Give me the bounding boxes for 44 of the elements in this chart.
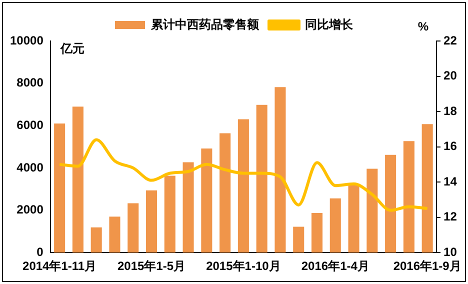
y-axis-title: 亿元 <box>59 41 84 56</box>
bar <box>54 124 66 253</box>
bar <box>90 227 102 253</box>
y2-tick-label: 16 <box>444 139 458 154</box>
y-tick-label: 10000 <box>10 33 44 48</box>
y-tick-label: 0 <box>36 244 44 259</box>
bar <box>72 106 84 253</box>
x-tick-label: 2014年1-11月 <box>22 259 97 274</box>
x-tick-label: 2016年1-4月 <box>301 259 370 274</box>
bar <box>293 226 304 253</box>
y2-tick-label: 20 <box>444 68 458 83</box>
y-tick-label: 8000 <box>16 76 44 90</box>
legend-label: 同比增长 <box>305 17 354 32</box>
bar <box>109 216 120 253</box>
line-series <box>58 138 429 212</box>
y-tick-label: 2000 <box>16 202 44 217</box>
y2-tick-label: 22 <box>444 33 458 48</box>
y2-axis-title: % <box>418 19 429 34</box>
bar <box>146 190 158 253</box>
bar <box>311 213 323 253</box>
bar <box>220 133 231 253</box>
y2-tick-label: 10 <box>444 244 458 259</box>
bar <box>182 162 194 253</box>
x-tick-label: 2015年1-10月 <box>206 259 281 274</box>
bar <box>238 119 249 253</box>
y-tick-label: 4000 <box>16 160 44 174</box>
bar <box>330 198 341 253</box>
bar <box>403 141 414 253</box>
bar <box>422 124 433 253</box>
y2-tick-label: 14 <box>444 174 458 188</box>
bar <box>274 87 286 253</box>
y2-tick-label: 18 <box>444 104 458 118</box>
y2-tick-label: 12 <box>444 210 458 224</box>
bar <box>366 168 378 253</box>
x-tick-label: 2016年1-9月 <box>393 259 462 274</box>
legend-label: 累计中西药品零售额 <box>150 17 260 32</box>
bar <box>164 176 176 253</box>
x-tick-label: 2015年1-5月 <box>117 259 186 274</box>
bar <box>385 154 396 253</box>
bar <box>201 148 212 253</box>
bar <box>348 184 360 253</box>
bar <box>256 104 268 253</box>
y-tick-label: 6000 <box>16 118 44 132</box>
bar <box>128 203 139 253</box>
